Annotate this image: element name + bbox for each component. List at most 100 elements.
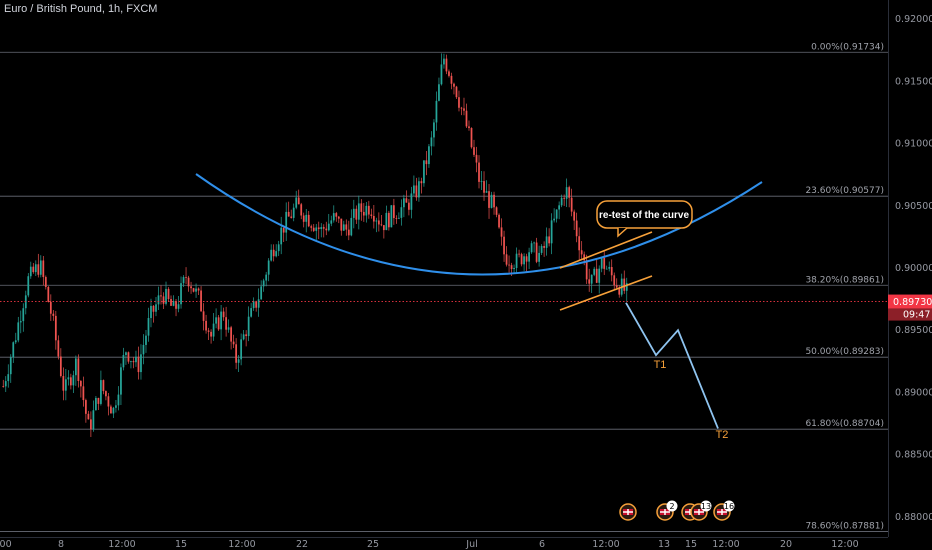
candle-body bbox=[515, 253, 518, 268]
candle-body bbox=[227, 327, 230, 330]
candle-body bbox=[57, 340, 60, 357]
candle-body bbox=[352, 208, 355, 218]
candle-body bbox=[107, 396, 110, 407]
candle-body bbox=[140, 354, 142, 373]
candle-body bbox=[495, 207, 498, 215]
candle-body bbox=[583, 254, 586, 261]
candle-body bbox=[100, 380, 102, 404]
candle-body bbox=[69, 377, 72, 386]
candle-body bbox=[90, 419, 92, 430]
candle-body bbox=[212, 323, 215, 337]
candle-body bbox=[142, 344, 145, 355]
candle-body bbox=[252, 301, 255, 309]
channel-upper-line bbox=[559, 231, 653, 269]
candle-body bbox=[240, 339, 243, 360]
candle-body bbox=[105, 391, 107, 397]
candle-body bbox=[277, 244, 280, 252]
candle-body bbox=[600, 257, 603, 269]
candle-body bbox=[483, 181, 485, 193]
candle-body bbox=[598, 268, 601, 283]
candle-body bbox=[425, 160, 428, 165]
candle-body bbox=[320, 227, 323, 230]
candle-body bbox=[42, 260, 45, 278]
candle-body bbox=[225, 317, 227, 330]
candle-body bbox=[408, 202, 410, 210]
candle-body bbox=[4, 381, 7, 387]
candle-body bbox=[533, 242, 535, 244]
candle-body bbox=[160, 295, 162, 297]
candle-body bbox=[262, 280, 265, 287]
candle-body bbox=[450, 75, 453, 84]
event-flag-icon[interactable]: 2 bbox=[656, 500, 678, 521]
candle-body bbox=[565, 187, 568, 199]
candle-body bbox=[9, 357, 12, 375]
candle-body bbox=[503, 236, 505, 255]
candle-body bbox=[272, 249, 275, 257]
candle-body bbox=[555, 209, 558, 219]
candle-body bbox=[570, 197, 573, 212]
event-flag-icon[interactable]: 16 bbox=[713, 500, 735, 521]
candle-body bbox=[155, 304, 157, 312]
candle-body bbox=[127, 352, 130, 362]
candle-body bbox=[157, 295, 160, 305]
time-axis-tick: 12:00 bbox=[108, 539, 135, 550]
candle-body bbox=[12, 342, 15, 358]
candle-body bbox=[247, 316, 250, 337]
candle-body bbox=[180, 283, 182, 305]
candle-body bbox=[192, 288, 195, 292]
candle-body bbox=[465, 110, 468, 127]
candle-body bbox=[37, 264, 40, 275]
candle-body bbox=[82, 386, 85, 401]
candle-body bbox=[170, 299, 172, 306]
fib-label: 0.00%(0.91734) bbox=[811, 42, 884, 52]
candle-body bbox=[270, 249, 273, 261]
candle-body bbox=[365, 205, 368, 216]
candle-body bbox=[340, 218, 343, 231]
candle-body bbox=[7, 374, 10, 382]
candle-body bbox=[315, 227, 318, 231]
candle-body bbox=[267, 260, 270, 275]
candle-body bbox=[120, 367, 122, 395]
candle-body bbox=[377, 220, 380, 225]
candle-body bbox=[125, 352, 127, 356]
callout-pointer bbox=[617, 227, 628, 238]
callout-text: re-test of the curve bbox=[599, 210, 689, 221]
candle-body bbox=[455, 86, 458, 98]
candle-body bbox=[197, 288, 200, 291]
time-axis-tick: 15 bbox=[175, 539, 187, 550]
candle-body bbox=[32, 266, 35, 273]
time-axis-tick: 12:00 bbox=[228, 539, 255, 550]
candle-body bbox=[460, 107, 463, 109]
candle-body bbox=[117, 394, 120, 406]
event-flag-icon[interactable] bbox=[619, 503, 637, 521]
time-axis-tick: 12:00 bbox=[831, 539, 858, 550]
candle-body bbox=[423, 160, 425, 184]
candle-body bbox=[548, 236, 551, 244]
candle-body bbox=[39, 260, 42, 275]
candle-body bbox=[295, 197, 298, 208]
candle-body bbox=[360, 203, 363, 212]
candle-body bbox=[257, 299, 260, 308]
candle-body bbox=[297, 197, 300, 205]
price-axis-tick: 0.88500 bbox=[895, 450, 932, 461]
candle-body bbox=[322, 227, 325, 229]
candle-body bbox=[428, 146, 430, 165]
candle-body bbox=[150, 305, 152, 319]
candle-body bbox=[217, 317, 220, 330]
candle-body bbox=[372, 215, 375, 222]
candle-body bbox=[135, 356, 137, 363]
candle-body bbox=[413, 185, 415, 194]
candle-body bbox=[122, 355, 125, 368]
candle-body bbox=[387, 212, 390, 228]
candle-body bbox=[435, 100, 438, 123]
candle-body bbox=[573, 211, 576, 221]
fib-label: 23.60%(0.90577) bbox=[805, 186, 884, 196]
candle-body bbox=[400, 207, 403, 218]
time-axis-tick: 12:00 bbox=[592, 539, 619, 550]
candle-body bbox=[187, 277, 190, 287]
candle-body bbox=[64, 379, 67, 391]
event-flag-icon[interactable]: 13 bbox=[690, 500, 712, 521]
candle-body bbox=[608, 267, 611, 269]
target-t2-label: T2 bbox=[716, 429, 729, 441]
